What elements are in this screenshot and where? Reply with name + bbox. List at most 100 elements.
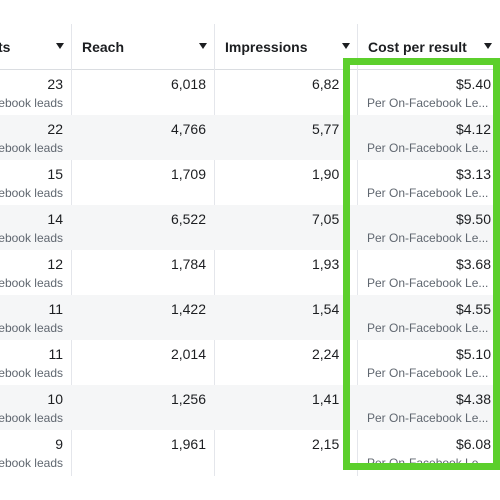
- cost-per-result-cell: $4.55 Per On-Facebook Le...: [358, 295, 500, 340]
- chevron-down-icon[interactable]: [484, 43, 492, 49]
- cost-value: $3.13: [455, 166, 491, 182]
- chevron-down-icon[interactable]: [199, 43, 207, 49]
- impressions-value: 1,41: [312, 391, 340, 407]
- results-cell: 12 ebook leads: [0, 250, 71, 295]
- results-type: ebook leads: [0, 276, 63, 290]
- cost-value: $6.08: [455, 436, 491, 452]
- column-header-reach-label: Reach: [82, 39, 125, 55]
- cost-value: $9.50: [455, 211, 491, 227]
- results-value: 11: [48, 301, 63, 317]
- results-type: ebook leads: [0, 141, 63, 155]
- results-value: 23: [47, 76, 63, 92]
- column-header-reach[interactable]: Reach: [72, 24, 214, 70]
- table-row[interactable]: 14 ebook leads 6,522 7,05 $9.50 Per On-Fac…: [0, 205, 500, 250]
- results-value: 12: [47, 256, 63, 272]
- chevron-down-icon[interactable]: [56, 43, 64, 49]
- cost-value: $4.38: [455, 391, 491, 407]
- impressions-cell: 1,41: [215, 385, 341, 430]
- table-header: ts Reach Impressions Cost per result: [0, 24, 500, 70]
- impressions-cell: 5,77: [215, 115, 341, 160]
- reach-value: 1,961: [170, 436, 206, 452]
- cost-type: Per On-Facebook Le...: [367, 411, 489, 425]
- cost-type: Per On-Facebook Le...: [367, 456, 489, 470]
- reach-value: 1,422: [170, 301, 206, 317]
- table-row[interactable]: 12 ebook leads 1,784 1,93 $3.68 Per On-Fac…: [0, 250, 500, 295]
- impressions-cell: 7,05: [215, 205, 341, 250]
- column-divider[interactable]: [357, 24, 358, 476]
- impressions-value: 2,24: [312, 346, 340, 362]
- reach-cell: 4,766: [72, 115, 214, 160]
- impressions-cell: 2,15: [215, 430, 341, 475]
- results-cell: 9 ebook leads: [0, 430, 71, 475]
- impressions-cell: 1,90: [215, 160, 341, 205]
- impressions-value: 5,77: [312, 121, 340, 137]
- cost-value: $3.68: [455, 256, 491, 272]
- cost-type: Per On-Facebook Le...: [367, 231, 489, 245]
- column-header-cost-per-result[interactable]: Cost per result: [358, 24, 500, 70]
- results-value: 15: [47, 166, 63, 182]
- impressions-value: 1,90: [312, 166, 340, 182]
- column-header-cost-per-result-label: Cost per result: [368, 39, 467, 55]
- results-type: ebook leads: [0, 456, 63, 470]
- results-cell: 11 ebook leads: [0, 295, 71, 340]
- results-type: ebook leads: [0, 411, 63, 425]
- impressions-cell: 6,82: [215, 70, 341, 115]
- cost-per-result-cell: $6.08 Per On-Facebook Le...: [358, 430, 500, 475]
- cost-per-result-cell: $3.13 Per On-Facebook Le...: [358, 160, 500, 205]
- results-cell: 15 ebook leads: [0, 160, 71, 205]
- column-divider[interactable]: [214, 24, 215, 476]
- results-value: 11: [48, 346, 63, 362]
- reach-value: 6,522: [170, 211, 206, 227]
- reach-cell: 6,522: [72, 205, 214, 250]
- reach-value: 1,256: [170, 391, 206, 407]
- cost-per-result-cell: $3.68 Per On-Facebook Le...: [358, 250, 500, 295]
- table-row[interactable]: 15 ebook leads 1,709 1,90 $3.13 Per On-Fac…: [0, 160, 500, 205]
- impressions-value: 7,05: [312, 211, 340, 227]
- results-value: 22: [47, 121, 63, 137]
- reach-cell: 1,709: [72, 160, 214, 205]
- table-row[interactable]: 22 ebook leads 4,766 5,77 $4.12 Per On-Fac…: [0, 115, 500, 160]
- cost-value: $4.55: [455, 301, 491, 317]
- impressions-cell: 1,93: [215, 250, 341, 295]
- results-cell: 10 ebook leads: [0, 385, 71, 430]
- results-type: ebook leads: [0, 96, 63, 110]
- cost-per-result-cell: $5.10 Per On-Facebook Le...: [358, 340, 500, 385]
- column-header-impressions[interactable]: Impressions: [215, 24, 357, 70]
- cost-type: Per On-Facebook Le...: [367, 96, 489, 110]
- reach-value: 1,784: [170, 256, 206, 272]
- reach-cell: 6,018: [72, 70, 214, 115]
- impressions-value: 2,15: [312, 436, 340, 452]
- cost-type: Per On-Facebook Le...: [367, 141, 489, 155]
- reach-value: 6,018: [170, 76, 206, 92]
- cost-type: Per On-Facebook Le...: [367, 366, 489, 380]
- results-value: 10: [47, 391, 63, 407]
- column-header-results-label: ts: [0, 39, 11, 55]
- cost-per-result-cell: $9.50 Per On-Facebook Le...: [358, 205, 500, 250]
- column-header-results[interactable]: ts: [0, 24, 71, 70]
- results-cell: 22 ebook leads: [0, 115, 71, 160]
- cost-type: Per On-Facebook Le...: [367, 186, 489, 200]
- table-row[interactable]: 11 ebook leads 2,014 2,24 $5.10 Per On-Fac…: [0, 340, 500, 385]
- results-type: ebook leads: [0, 366, 63, 380]
- impressions-cell: 1,54: [215, 295, 341, 340]
- cost-per-result-cell: $4.38 Per On-Facebook Le...: [358, 385, 500, 430]
- impressions-cell: 2,24: [215, 340, 341, 385]
- cost-value: $5.10: [455, 346, 491, 362]
- reach-cell: 1,784: [72, 250, 214, 295]
- results-cell: 14 ebook leads: [0, 205, 71, 250]
- table-row[interactable]: 23 ebook leads 6,018 6,82 $5.40 Per On-Fac…: [0, 70, 500, 115]
- reach-cell: 1,961: [72, 430, 214, 475]
- cost-per-result-cell: $5.40 Per On-Facebook Le...: [358, 70, 500, 115]
- table-row[interactable]: 9 ebook leads 1,961 2,15 $6.08 Per On-Face…: [0, 430, 500, 475]
- reach-value: 4,766: [170, 121, 206, 137]
- results-type: ebook leads: [0, 321, 63, 335]
- column-header-impressions-label: Impressions: [225, 39, 308, 55]
- impressions-value: 6,82: [312, 76, 340, 92]
- table-row[interactable]: 10 ebook leads 1,256 1,41 $4.38 Per On-Fac…: [0, 385, 500, 430]
- table-row[interactable]: 11 ebook leads 1,422 1,54 $4.55 Per On-Fac…: [0, 295, 500, 340]
- column-divider[interactable]: [71, 24, 72, 476]
- cost-value: $5.40: [455, 76, 491, 92]
- chevron-down-icon[interactable]: [342, 43, 350, 49]
- reach-cell: 2,014: [72, 340, 214, 385]
